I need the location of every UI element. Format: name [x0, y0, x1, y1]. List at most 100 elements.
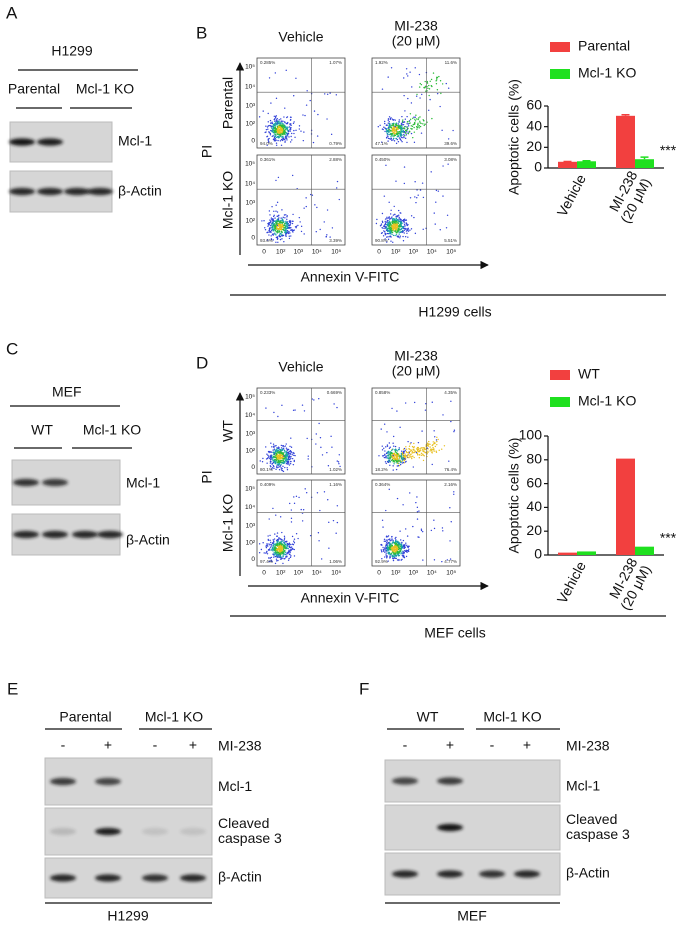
flow-event	[273, 225, 275, 227]
flow-event	[272, 221, 274, 224]
flow-event	[287, 463, 289, 465]
flow-event	[271, 226, 273, 228]
flow-tick-label: 10²	[276, 570, 286, 577]
flow-event	[419, 97, 421, 99]
flow-event	[279, 131, 282, 134]
axis-title: PI	[199, 145, 215, 158]
flow-event	[397, 209, 400, 212]
flow-event	[290, 517, 293, 520]
quadrant-percent: 0.364%	[375, 482, 390, 487]
flow-event	[431, 117, 433, 120]
flow-event	[393, 223, 396, 226]
flow-event	[335, 187, 338, 189]
flow-event	[386, 219, 389, 222]
flow-event	[384, 548, 386, 551]
panel-letter: E	[7, 679, 18, 698]
flow-event	[266, 553, 269, 555]
flow-event	[403, 556, 405, 558]
panel-letter: D	[196, 353, 208, 372]
flow-event	[392, 558, 395, 560]
flow-event	[379, 225, 382, 227]
flow-event	[267, 128, 269, 130]
flow-event	[404, 219, 407, 222]
flow-event	[390, 454, 392, 457]
flow-event	[277, 241, 279, 243]
flow-event	[284, 445, 287, 447]
flow-tick-label: 10²	[246, 217, 256, 224]
label: Mcl-1	[566, 778, 600, 794]
quadrant-percent: 80.1%	[260, 467, 273, 472]
flow-event	[282, 465, 284, 468]
flow-event	[416, 118, 418, 120]
flow-event	[290, 235, 292, 237]
quadrant-percent: 11.6%	[445, 60, 457, 65]
flow-event	[390, 547, 393, 550]
flow-event	[273, 210, 275, 213]
flow-event	[384, 223, 387, 225]
flow-event	[284, 466, 286, 469]
flow-event	[428, 94, 430, 97]
flow-event	[287, 455, 289, 458]
flow-event	[280, 451, 283, 454]
flow-tick-label: 0	[262, 570, 266, 577]
flow-event	[259, 460, 261, 462]
flow-tick-label: 0	[251, 556, 255, 563]
flow-event	[395, 455, 398, 458]
flow-event	[394, 230, 397, 232]
flow-event	[283, 538, 286, 540]
flow-event	[285, 138, 287, 140]
flow-event	[265, 552, 267, 554]
flow-event	[384, 227, 386, 230]
flow-plot	[256, 479, 346, 567]
flow-event	[388, 547, 391, 549]
flow-event	[393, 456, 395, 458]
flow-event	[395, 543, 397, 545]
quadrant-percent: 2.16%	[444, 482, 457, 487]
flow-event	[263, 552, 265, 554]
flow-event	[431, 401, 433, 403]
flow-event	[271, 228, 273, 230]
band	[142, 827, 168, 836]
flow-event	[278, 543, 281, 546]
flow-event	[385, 544, 387, 547]
error-bar	[582, 160, 591, 162]
flow-event	[389, 125, 391, 127]
flow-event	[272, 135, 274, 137]
flow-event	[410, 228, 413, 230]
flow-event	[402, 544, 405, 546]
flow-event	[388, 230, 390, 233]
flow-event	[290, 546, 293, 548]
flow-event	[398, 220, 400, 223]
flow-event	[387, 535, 390, 537]
flow-event	[270, 129, 272, 132]
flow-event	[281, 531, 283, 534]
flow-event	[270, 224, 273, 226]
panel-letter: C	[6, 339, 18, 358]
flow-event	[432, 72, 435, 74]
flow-event	[284, 140, 286, 142]
flow-event	[273, 115, 275, 118]
flow-event	[280, 469, 283, 471]
flow-event	[273, 453, 275, 455]
flow-event	[288, 235, 290, 237]
flow-event	[267, 557, 270, 559]
flow-event	[285, 128, 287, 131]
flow-event	[409, 122, 411, 124]
flow-event	[270, 556, 273, 559]
flow-event	[381, 212, 384, 215]
flow-event	[384, 122, 386, 125]
flow-event	[403, 94, 405, 97]
flow-event	[402, 226, 404, 228]
flow-event	[329, 236, 331, 238]
flow-tick-label: 10²	[391, 570, 401, 577]
flow-event	[418, 127, 420, 129]
flow-event	[404, 458, 406, 460]
flow-tick-label: 10²	[391, 249, 401, 256]
flow-event	[410, 125, 412, 127]
flow-event	[283, 133, 286, 135]
flow-event	[392, 448, 394, 450]
flow-event	[269, 459, 272, 461]
flow-event	[282, 137, 285, 140]
flow-event	[426, 447, 429, 449]
flow-event	[395, 557, 398, 560]
